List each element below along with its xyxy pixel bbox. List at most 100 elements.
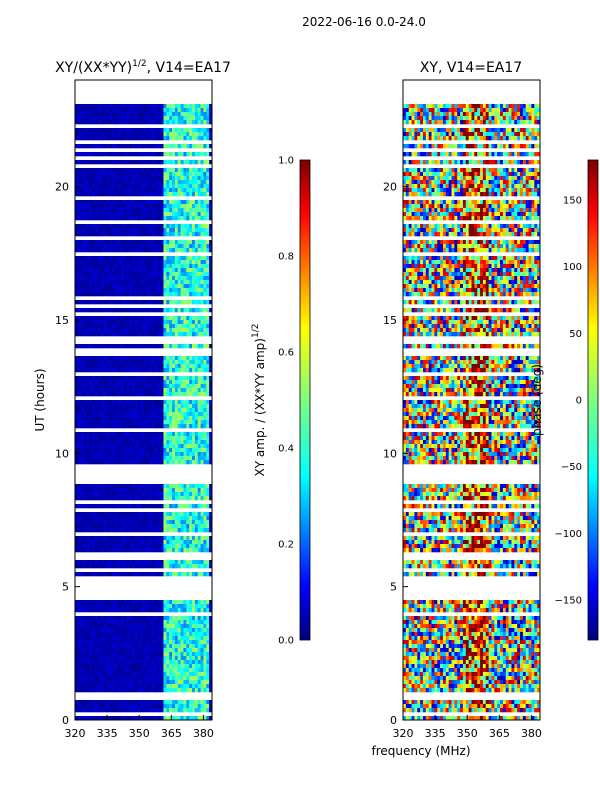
heatmap-cell: [97, 656, 102, 661]
heatmap-cell: [143, 520, 147, 525]
heatmap-cell: [112, 516, 116, 521]
heatmap-cell: [180, 424, 184, 429]
heatmap-cell: [203, 528, 207, 533]
heatmap-cell: [100, 388, 104, 393]
heatmap-cell: [194, 384, 199, 389]
heatmap-cell: [186, 632, 190, 637]
heatmap-cell: [143, 360, 147, 365]
heatmap-cell: [157, 176, 162, 181]
heatmap-cell: [123, 572, 127, 577]
heatmap-cell: [192, 636, 196, 641]
heatmap-cell: [206, 608, 210, 613]
heatmap-cell: [94, 424, 99, 429]
heatmap-cell: [180, 608, 184, 613]
heatmap-cell: [123, 104, 127, 109]
heatmap-cell: [94, 224, 99, 229]
heatmap-cell: [137, 244, 142, 249]
heatmap-cell: [103, 456, 107, 461]
heatmap-cell: [103, 192, 107, 197]
heatmap-cell: [80, 232, 84, 237]
heatmap-cell: [143, 232, 147, 237]
heatmap-cell: [197, 608, 201, 613]
heatmap-cell: [172, 364, 176, 369]
heatmap-cell: [94, 360, 99, 365]
heatmap-cell: [143, 456, 147, 461]
heatmap-cell: [112, 224, 116, 229]
heatmap-cell: [180, 184, 184, 189]
heatmap-cell: [183, 432, 187, 437]
heatmap-cell: [149, 232, 153, 237]
heatmap-cell: [183, 264, 187, 269]
heatmap-cell: [189, 392, 193, 397]
heatmap-cell: [177, 636, 181, 641]
heatmap-cell: [200, 204, 204, 209]
heatmap-cell: [186, 504, 190, 509]
heatmap-cell: [160, 384, 164, 389]
heatmap-cell: [103, 448, 107, 453]
heatmap-cell: [157, 540, 162, 545]
heatmap-cell: [77, 416, 82, 421]
heatmap-cell: [197, 544, 201, 549]
heatmap-cell: [203, 116, 207, 121]
heatmap-cell: [160, 228, 164, 233]
heatmap-cell: [197, 256, 201, 261]
heatmap-cell: [83, 540, 87, 545]
heatmap-cell: [77, 420, 82, 425]
heatmap-cell: [163, 616, 167, 621]
heatmap-cell: [86, 632, 90, 637]
heatmap-cell: [86, 444, 90, 449]
heatmap-cell: [172, 324, 176, 329]
heatmap-cell: [109, 528, 113, 533]
heatmap-cell: [186, 204, 190, 209]
heatmap-cell: [77, 272, 82, 277]
heatmap-cell: [200, 356, 204, 361]
heatmap-cell: [192, 216, 196, 221]
heatmap-cell: [149, 432, 153, 437]
heatmap-cell: [112, 424, 116, 429]
heatmap-cell: [146, 604, 150, 609]
heatmap-cell: [186, 548, 190, 553]
heatmap-cell: [209, 632, 212, 637]
heatmap-cell: [157, 444, 162, 449]
heatmap-cell: [80, 204, 84, 209]
heatmap-cell: [114, 364, 119, 369]
heatmap-cell: [203, 416, 207, 421]
heatmap-cell: [126, 628, 130, 633]
heatmap-cell: [114, 268, 119, 273]
heatmap-cell: [86, 168, 90, 173]
heatmap-cell: [194, 620, 199, 625]
heatmap-cell: [183, 288, 187, 293]
heatmap-cell: [172, 648, 176, 653]
heatmap-cell: [120, 640, 124, 645]
heatmap-cell: [109, 204, 113, 209]
heatmap-cell: [97, 528, 102, 533]
heatmap-cell: [180, 272, 184, 277]
heatmap-cell: [166, 320, 170, 325]
heatmap-cell: [209, 280, 212, 285]
heatmap-cell: [77, 144, 82, 149]
heatmap-cell: [189, 424, 193, 429]
heatmap-cell: [154, 192, 159, 197]
heatmap-cell: [106, 152, 110, 157]
heatmap-cell: [132, 520, 136, 525]
heatmap-cell: [174, 496, 179, 501]
heatmap-cell: [157, 616, 162, 621]
heatmap-cell: [189, 328, 193, 333]
heatmap-cell: [140, 360, 144, 365]
heatmap-cell: [92, 280, 96, 285]
heatmap-cell: [154, 324, 159, 329]
heatmap-cell: [134, 548, 139, 553]
heatmap-cell: [83, 528, 87, 533]
heatmap-cell: [137, 392, 142, 397]
heatmap-cell: [140, 432, 144, 437]
heatmap-cell: [86, 344, 90, 349]
heatmap-cell: [160, 280, 164, 285]
heatmap-cell: [169, 288, 173, 293]
heatmap-cell: [146, 560, 150, 565]
heatmap-cell: [177, 280, 181, 285]
heatmap-cell: [200, 380, 204, 385]
heatmap-cell: [177, 360, 181, 365]
heatmap-cell: [177, 456, 181, 461]
heatmap-cell: [154, 444, 159, 449]
heatmap-cell: [186, 664, 190, 669]
